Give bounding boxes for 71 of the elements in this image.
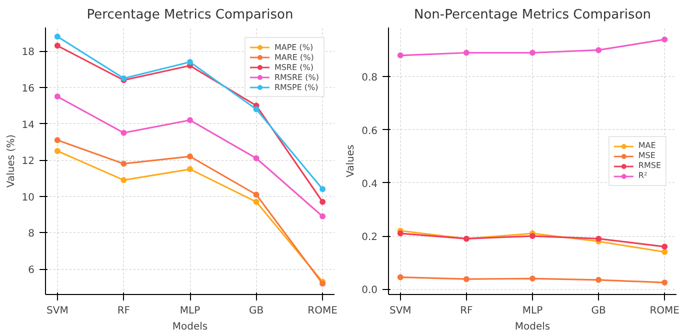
legend-label: MSRE (%): [274, 62, 314, 72]
point: [120, 130, 127, 136]
point: [187, 153, 193, 160]
y-tick-label: 0.2: [362, 232, 378, 244]
x-tick-label: ROME: [650, 306, 680, 316]
x-tick-label: GB: [248, 306, 264, 316]
point: [596, 236, 602, 242]
point: [463, 50, 470, 56]
x-axis-title: Models: [514, 322, 550, 332]
legend-label: MAE: [638, 140, 657, 150]
y-tick-label: 0.4: [362, 178, 378, 190]
legend-label: MSE: [638, 150, 656, 160]
y-tick-label: 0.6: [362, 126, 378, 137]
point: [320, 198, 326, 205]
point: [463, 276, 470, 282]
point: [54, 137, 60, 144]
x-tick-label: MLP: [522, 306, 543, 316]
point: [54, 148, 60, 154]
point: [120, 160, 127, 167]
x-axis-title: Models: [172, 322, 208, 332]
x-tick-label: RF: [460, 306, 474, 316]
x-tick-label: RF: [117, 306, 130, 316]
point: [530, 276, 536, 282]
point: [54, 34, 60, 40]
y-tick-label: 10: [22, 192, 35, 204]
legend-label: RMSRE (%): [274, 72, 319, 82]
point: [596, 276, 602, 283]
point: [253, 155, 260, 162]
x-tick-label: MLP: [180, 306, 200, 316]
y-axis-title: Values: [346, 144, 357, 178]
point: [530, 233, 536, 240]
point: [662, 248, 668, 255]
point: [187, 166, 193, 172]
x-tick-label: SVM: [389, 306, 412, 316]
point: [253, 192, 260, 198]
y-tick-label: 0.8: [362, 72, 378, 84]
x-tick-label: SVM: [46, 306, 68, 316]
legend-label: R²: [638, 170, 648, 180]
point: [253, 198, 260, 205]
y-tick-label: 6: [28, 265, 35, 276]
point: [662, 244, 668, 250]
y-tick-label: 8: [28, 228, 35, 240]
point: [187, 117, 193, 124]
chart-title: Percentage Metrics Comparison: [86, 8, 294, 22]
point: [397, 274, 404, 280]
y-tick-label: 12: [22, 156, 35, 168]
legend-label: MAPE (%): [274, 42, 314, 52]
point: [120, 177, 127, 184]
y-tick-label: 0.0: [362, 285, 378, 296]
point: [662, 280, 668, 286]
point: [397, 230, 404, 236]
point: [54, 42, 60, 49]
x-tick-label: ROME: [308, 306, 338, 316]
point: [253, 106, 260, 112]
x-tick-label: GB: [591, 306, 606, 316]
legend-label: RMSPE (%): [274, 82, 318, 92]
chart-title: Non-Percentage Metrics Comparison: [414, 8, 652, 22]
point: [320, 213, 326, 220]
point: [320, 186, 326, 192]
point: [662, 36, 668, 42]
legend-label: RMSE: [638, 160, 661, 170]
y-tick-label: 14: [22, 120, 35, 131]
point: [54, 94, 60, 100]
y-tick-label: 16: [22, 83, 35, 94]
point: [596, 47, 602, 54]
y-tick-label: 18: [22, 47, 35, 58]
point: [187, 59, 193, 66]
legend-label: MARE (%): [274, 52, 314, 62]
y-axis-title: Values (%): [6, 134, 17, 188]
point: [530, 50, 536, 56]
point: [397, 52, 404, 58]
